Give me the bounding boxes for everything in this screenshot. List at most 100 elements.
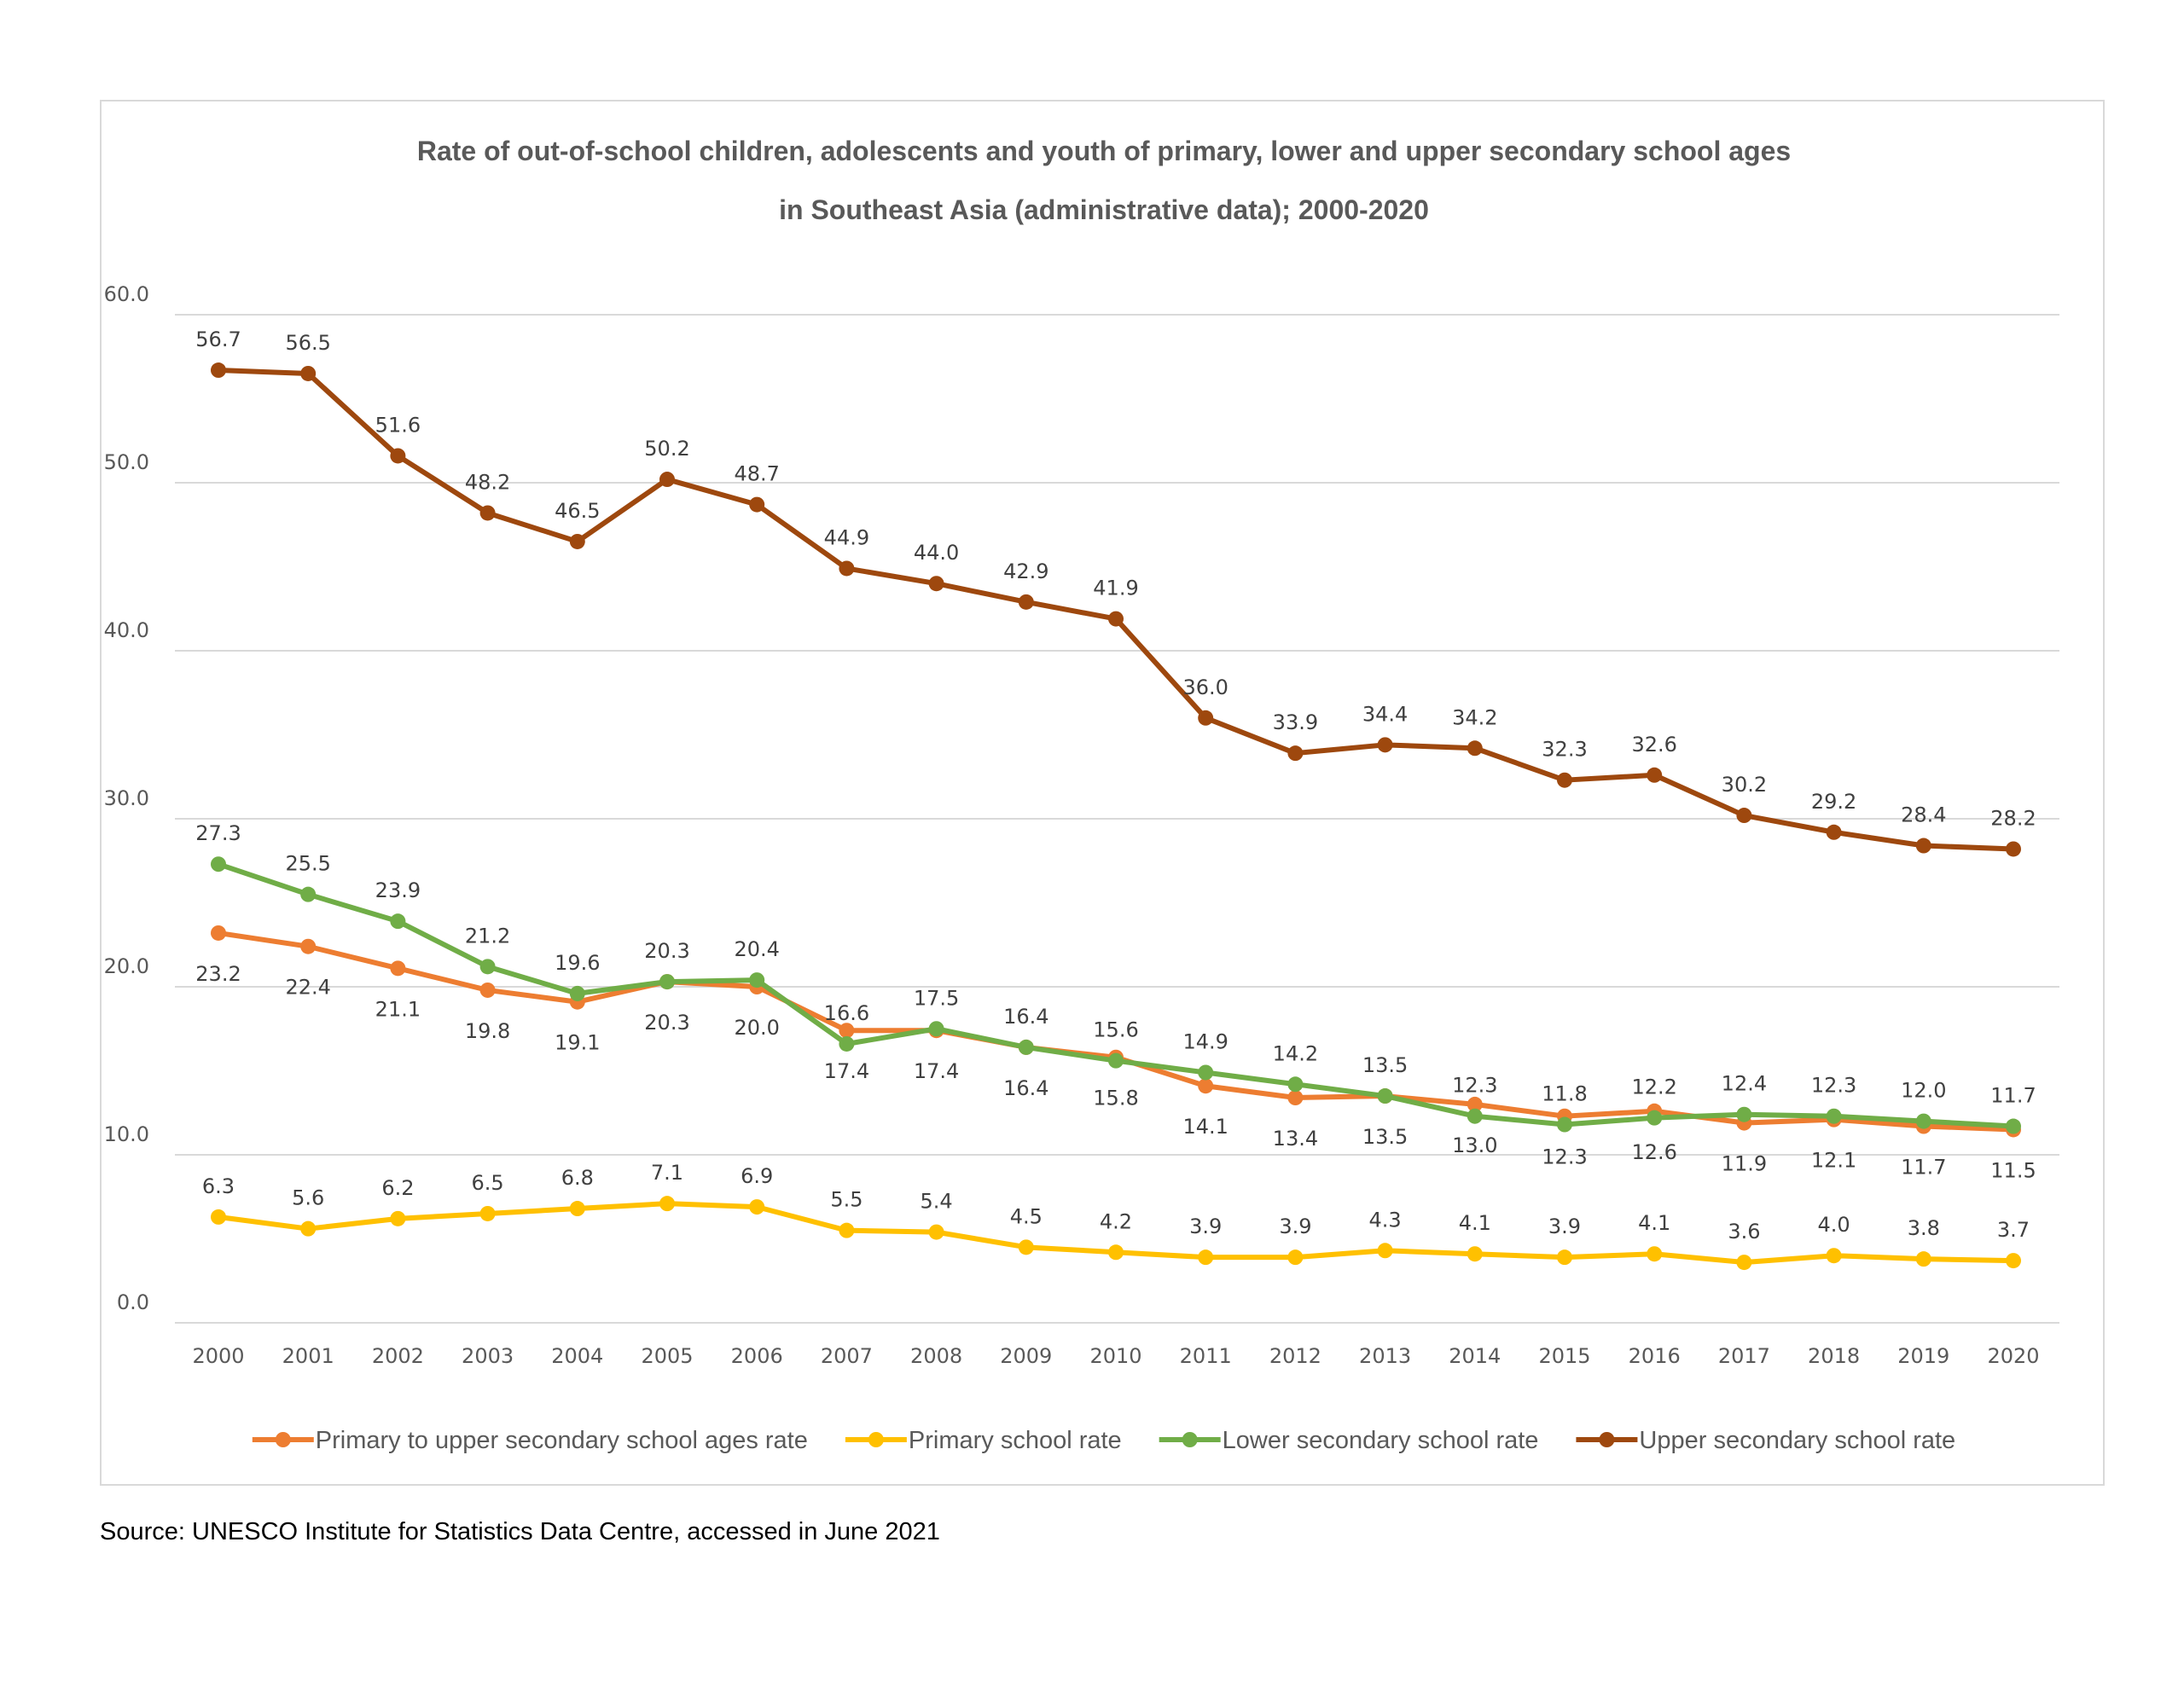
data-label: 14.2 [1273,1041,1318,1065]
legend-item: Primary to upper secondary school ages r… [252,1427,808,1454]
data-label: 34.2 [1452,705,1497,729]
data-point [1018,594,1034,610]
x-tick-label: 2003 [462,1344,514,1368]
data-label: 36.0 [1182,675,1228,699]
data-label: 4.5 [1010,1204,1043,1228]
data-point [390,448,406,464]
data-point [569,1201,585,1217]
data-point [2006,1253,2021,1269]
data-point [211,856,226,872]
x-tick-label: 2008 [910,1344,962,1368]
x-tick-label: 2016 [1629,1344,1681,1368]
data-label: 27.3 [195,821,241,845]
data-point [749,1199,765,1215]
data-labels: 23.2 22.4 21.1 19.8 19.1 20.3 20.0 17.4 17.4 16.4… [195,328,2036,1244]
legend: Primary to upper secondary school ages r… [252,1427,1955,1454]
legend-swatch-marker [868,1432,884,1447]
data-label: 12.1 [1811,1149,1856,1173]
x-tick-label: 2009 [1000,1344,1052,1368]
data-point [479,959,496,975]
data-label: 44.9 [824,525,869,549]
data-label: 19.6 [555,951,600,975]
data-label: 16.4 [1003,1076,1048,1100]
data-label: 13.5 [1362,1053,1408,1077]
data-label: 4.1 [1638,1211,1670,1235]
data-label: 12.0 [1901,1079,1946,1103]
data-label: 20.4 [734,937,779,961]
data-point [1377,737,1393,753]
data-point [1736,1106,1752,1122]
y-tick-label: 40.0 [104,618,149,642]
legend-item: Upper secondary school rate [1576,1427,1955,1454]
data-point [839,560,855,577]
data-label: 13.0 [1452,1133,1497,1157]
data-label: 50.2 [644,437,689,461]
data-label: 14.9 [1182,1029,1228,1053]
data-label: 28.4 [1901,803,1946,827]
data-label: 5.5 [830,1188,863,1212]
data-point [390,913,406,930]
series-lines [211,362,2021,1271]
x-tick-label: 2006 [731,1344,783,1368]
data-label: 12.2 [1631,1075,1676,1099]
data-label: 12.3 [1811,1074,1856,1098]
data-label: 32.3 [1542,738,1587,762]
data-point [1018,1239,1034,1255]
data-label: 17.4 [914,1059,959,1083]
data-label: 6.9 [741,1164,773,1188]
x-tick-label: 2020 [1987,1344,2039,1368]
data-label: 5.4 [921,1190,953,1214]
data-label: 33.9 [1273,710,1318,734]
data-point [569,533,585,549]
data-label: 11.9 [1722,1152,1767,1176]
data-label: 41.9 [1093,577,1138,600]
data-point [839,1023,855,1039]
data-point [1287,1076,1304,1093]
data-point [1915,1251,1931,1267]
data-label: 15.8 [1093,1087,1138,1110]
data-point [928,1224,944,1240]
data-point [749,496,765,513]
data-point [1647,767,1663,783]
data-label: 5.6 [292,1186,324,1210]
data-label: 23.9 [375,878,421,902]
data-label: 3.9 [1279,1215,1311,1238]
data-point [390,960,406,977]
data-label: 16.6 [824,1001,869,1025]
data-point [1826,1248,1842,1264]
line-chart: Rate of out-of-school children, adolesce… [104,136,2059,1454]
data-label: 3.9 [1189,1215,1222,1238]
legend-swatch-marker [275,1432,291,1447]
legend-label: Upper secondary school rate [1639,1427,1955,1454]
data-label: 12.6 [1631,1140,1676,1164]
data-point [1377,1088,1393,1104]
data-point [1287,745,1304,762]
data-label: 56.7 [195,328,241,351]
x-tick-label: 2010 [1089,1344,1141,1368]
data-point [1557,1116,1572,1133]
legend-swatch-marker [1599,1432,1615,1447]
data-point [659,1196,675,1212]
data-point [1647,1246,1663,1262]
data-label: 34.4 [1362,702,1408,726]
data-label: 6.5 [472,1171,504,1195]
data-point [659,472,675,488]
data-label: 4.3 [1369,1208,1402,1232]
data-label: 11.5 [1990,1158,2036,1182]
data-point [1915,838,1931,854]
y-tick-label: 50.0 [104,450,149,474]
data-label: 11.8 [1542,1082,1587,1106]
data-point [1287,1249,1304,1266]
data-label: 17.4 [824,1059,869,1083]
data-point [1377,1243,1393,1259]
data-label: 12.3 [1542,1145,1587,1169]
data-label: 56.5 [285,331,330,355]
data-point [2006,1118,2021,1134]
data-point [659,974,675,990]
data-label: 4.2 [1100,1209,1132,1233]
data-label: 20.3 [644,939,689,963]
x-tick-label: 2000 [192,1344,244,1368]
chart-frame: Rate of out-of-school children, adolesce… [100,100,2105,1486]
source-note: Source: UNESCO Institute for Statistics … [100,1518,940,1545]
data-point [1108,611,1124,627]
